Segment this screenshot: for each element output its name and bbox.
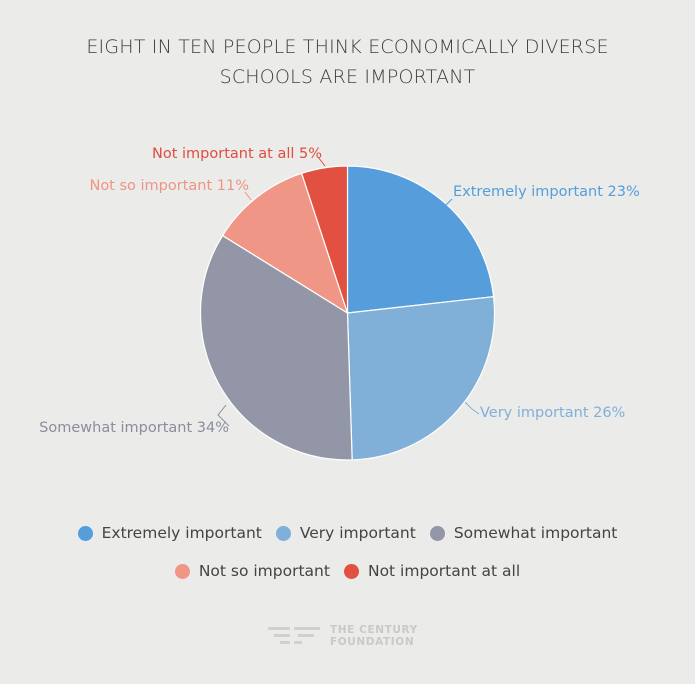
legend-label-very-important: Very important xyxy=(299,524,416,542)
legend-swatch-somewhat-important xyxy=(429,525,445,541)
data-label-not-so-important: Not so important 11% xyxy=(89,178,249,194)
leader-line-somewhat-important xyxy=(217,404,230,427)
legend-swatch-extremely-important xyxy=(77,525,93,541)
pie-slice-not-so-important xyxy=(221,172,349,315)
legend-swatch-very-important xyxy=(275,525,291,541)
legend-label-extremely-important: Extremely important xyxy=(101,524,262,542)
pie-slice-extremely-important xyxy=(346,165,495,314)
data-label-not-important-at-all: Not important at all 5% xyxy=(152,146,322,162)
data-label-extremely-important: Extremely important 23% xyxy=(453,184,640,200)
foundation-logo-line-1: THE CENTURY xyxy=(330,624,418,636)
pie-slice-not-important-at-all xyxy=(300,165,349,314)
leader-line-very-important xyxy=(464,401,480,415)
pie-slice-very-important xyxy=(346,296,496,461)
foundation-logo-line-2: FOUNDATION xyxy=(330,636,415,648)
legend-label-not-important-at-all: Not important at all xyxy=(367,562,521,580)
leader-line-not-important-at-all xyxy=(317,156,326,167)
foundation-logo-mark-icon xyxy=(268,627,320,644)
legend-item-extremely-important: Extremely important xyxy=(77,524,262,542)
chart-title: EIGHT IN TEN PEOPLE THINK ECONOMICALLY D… xyxy=(0,32,695,92)
legend-swatch-not-important-at-all xyxy=(343,563,359,579)
leader-line-extremely-important xyxy=(437,198,453,215)
leader-line-not-so-important xyxy=(244,191,252,201)
legend-item-very-important: Very important xyxy=(275,524,416,542)
legend-swatch-not-so-important xyxy=(174,563,190,579)
legend-label-not-so-important: Not so important xyxy=(198,562,330,580)
legend-row-2: Not so important Not important at all xyxy=(0,562,695,580)
foundation-logo-text: THE CENTURY FOUNDATION xyxy=(330,624,418,648)
data-label-very-important: Very important 26% xyxy=(480,405,625,421)
legend-row-1: Extremely important Very important Somew… xyxy=(0,524,695,542)
foundation-logo: THE CENTURY FOUNDATION xyxy=(268,624,418,648)
legend-item-not-so-important: Not so important xyxy=(174,562,330,580)
chart-title-line-1: EIGHT IN TEN PEOPLE THINK ECONOMICALLY D… xyxy=(86,36,609,58)
pie-slice-somewhat-important xyxy=(199,234,353,461)
legend-item-somewhat-important: Somewhat important xyxy=(429,524,618,542)
legend-label-somewhat-important: Somewhat important xyxy=(453,524,618,542)
legend-item-not-important-at-all: Not important at all xyxy=(343,562,521,580)
data-label-somewhat-important: Somewhat important 34% xyxy=(39,420,229,436)
chart-title-line-2: SCHOOLS ARE IMPORTANT xyxy=(219,66,476,88)
